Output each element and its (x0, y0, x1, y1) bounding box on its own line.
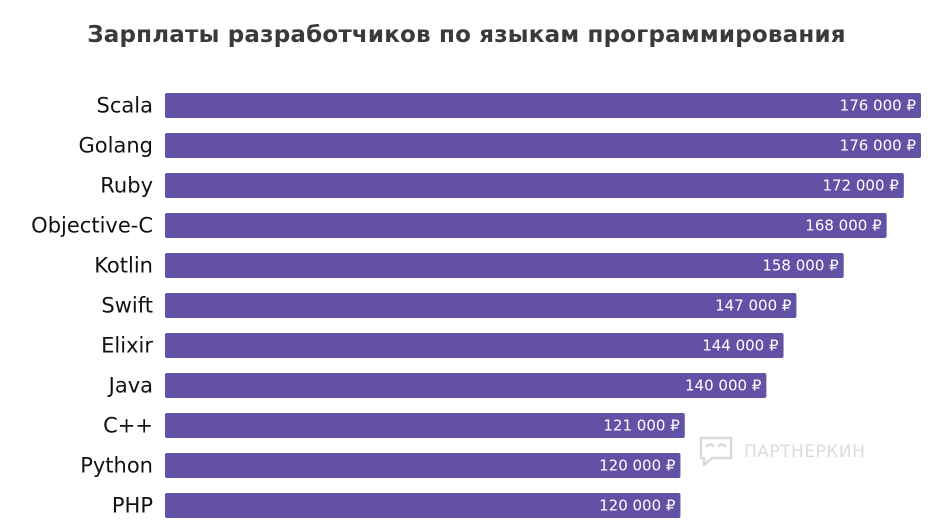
category-label: Python (80, 454, 153, 478)
category-label: Ruby (100, 174, 153, 198)
category-label: Elixir (101, 334, 153, 358)
bar-swift (165, 293, 797, 318)
value-label: 120 000 ₽ (599, 457, 676, 475)
bar-java (165, 373, 767, 398)
watermark-text: ПАРТНЕРКИН (744, 442, 866, 462)
category-label: Scala (97, 94, 153, 118)
value-label: 144 000 ₽ (702, 337, 779, 355)
value-label: 140 000 ₽ (685, 377, 762, 395)
category-label: Java (107, 374, 153, 398)
value-label: 147 000 ₽ (715, 297, 792, 315)
value-label: 172 000 ₽ (822, 177, 899, 195)
value-label: 120 000 ₽ (599, 497, 676, 515)
value-label: 168 000 ₽ (805, 217, 882, 235)
bar-php (165, 493, 681, 518)
value-label: 176 000 ₽ (840, 137, 917, 155)
bar-scala (165, 93, 921, 118)
category-label: Swift (101, 294, 153, 318)
bar-elixir (165, 333, 784, 358)
chart-title: Зарплаты разработчиков по языкам програм… (87, 22, 846, 48)
bar-objective-c (165, 213, 887, 238)
chat-bubble-icon (699, 436, 733, 467)
value-label: 121 000 ₽ (603, 417, 680, 435)
value-label: 176 000 ₽ (840, 97, 917, 115)
value-label: 158 000 ₽ (762, 257, 839, 275)
bars-layer: Scala 176 000 ₽ Golang 176 000 ₽ Ruby 172 000… (31, 93, 921, 518)
category-label: Golang (79, 134, 153, 158)
bar-golang (165, 133, 921, 158)
bar-python (165, 453, 681, 478)
category-label: C++ (103, 414, 153, 438)
category-label: Objective-C (31, 214, 153, 238)
bar-kotlin (165, 253, 844, 278)
bar-c- (165, 413, 685, 438)
watermark: ПАРТНЕРКИН (698, 434, 865, 470)
bar-ruby (165, 173, 904, 198)
category-label: PHP (112, 494, 153, 518)
category-label: Kotlin (94, 254, 153, 278)
